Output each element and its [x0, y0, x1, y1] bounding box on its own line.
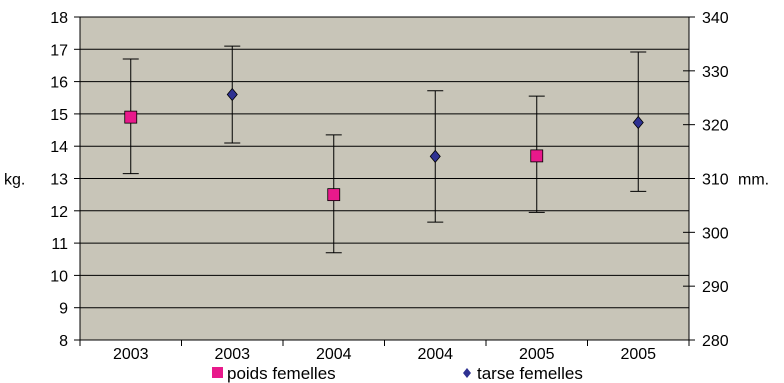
right-tick-label: 280 — [702, 333, 729, 350]
left-tick-label: 18 — [50, 10, 68, 27]
right-axis: 280 290 300 310 320 330 340 — [683, 10, 729, 350]
left-tick-label: 12 — [50, 204, 68, 221]
tarse-point — [224, 45, 241, 144]
square-marker — [530, 149, 544, 163]
gridlines — [80, 16, 689, 341]
legend-marker-tarse — [463, 368, 471, 378]
left-tick-label: 17 — [50, 42, 68, 59]
right-tick-label: 320 — [702, 118, 729, 135]
data-points — [122, 45, 647, 254]
square-marker — [124, 110, 138, 124]
legend: poids femelles tarse femelles — [212, 364, 583, 383]
left-tick-label: 9 — [59, 301, 68, 318]
x-tick-label: 2005 — [519, 346, 555, 363]
left-tick-label: 13 — [50, 172, 68, 189]
left-tick-label: 8 — [59, 333, 68, 350]
left-tick-label: 14 — [50, 139, 68, 156]
legend-label-tarse: tarse femelles — [477, 364, 583, 383]
poids-point — [122, 58, 139, 175]
diamond-marker — [632, 115, 644, 130]
left-tick-label: 16 — [50, 75, 68, 92]
x-tick-label: 2003 — [214, 346, 250, 363]
poids-point — [325, 134, 342, 254]
tarse-point — [630, 51, 647, 192]
legend-label-poids: poids femelles — [227, 364, 336, 383]
right-tick-label: 340 — [702, 10, 729, 27]
tarse-point — [427, 90, 444, 223]
legend-item-poids: poids femelles — [212, 364, 336, 383]
x-tick-label: 2004 — [316, 346, 352, 363]
x-tick-label: 2005 — [620, 346, 656, 363]
legend-marker-poids — [212, 367, 223, 378]
legend-item-tarse: tarse femelles — [463, 364, 583, 383]
right-axis-title: mm. — [738, 172, 769, 189]
left-tick-label: 10 — [50, 268, 68, 285]
left-tick-label: 11 — [51, 236, 68, 253]
right-tick-label: 300 — [702, 225, 729, 242]
square-marker — [327, 188, 341, 202]
poids-point — [528, 95, 545, 213]
diamond-marker — [429, 149, 441, 164]
diamond-marker — [226, 87, 238, 102]
left-tick-label: 15 — [50, 107, 68, 124]
right-tick-label: 290 — [702, 279, 729, 296]
x-tick-label: 2003 — [113, 346, 149, 363]
left-axis: 8 9 10 11 12 13 14 15 16 17 18 — [50, 10, 81, 350]
x-axis: 2003 2003 2004 2004 2005 2005 — [79, 339, 690, 363]
left-axis-title: kg. — [4, 172, 25, 189]
x-tick-label: 2004 — [417, 346, 453, 363]
right-tick-label: 310 — [702, 172, 729, 189]
right-tick-label: 330 — [702, 64, 729, 81]
